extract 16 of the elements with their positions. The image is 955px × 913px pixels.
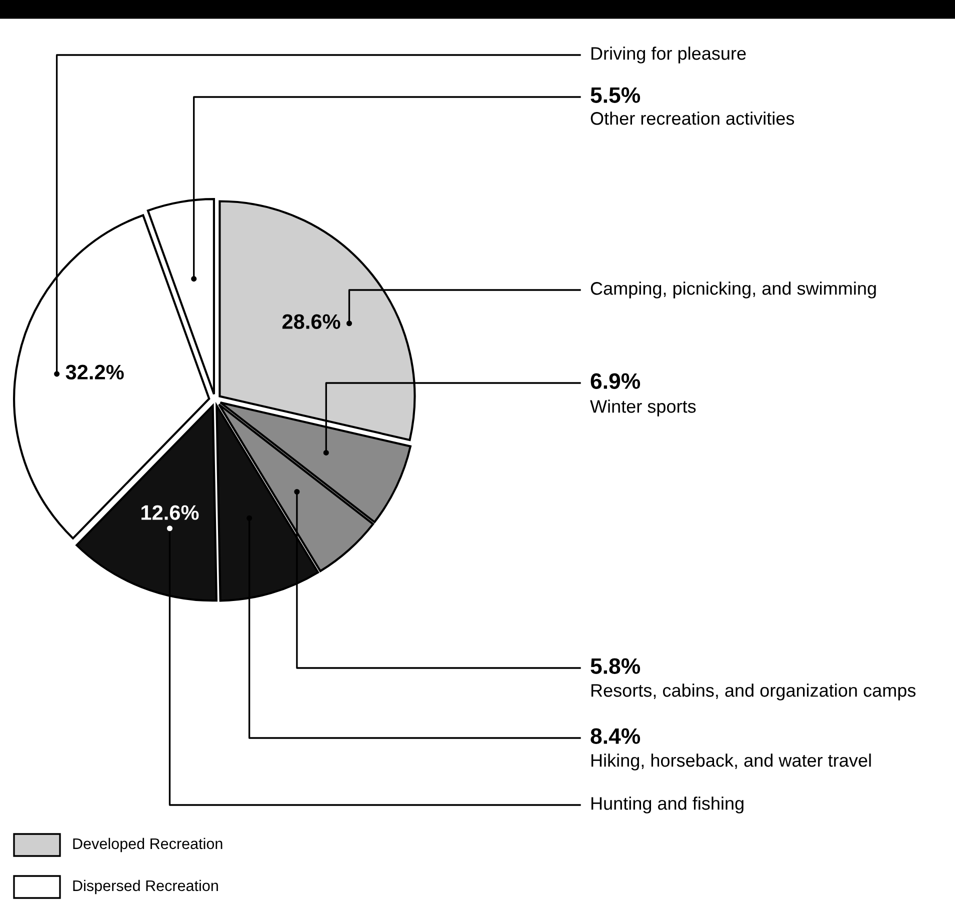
slice-label: Resorts, cabins, and organization camps (591, 684, 916, 700)
slice-label: Other recreation activities (590, 112, 794, 125)
text: Dispersed Recreation (73, 880, 218, 894)
slice-label: Driving for pleasure (591, 46, 746, 64)
data-label: 6.9% (590, 373, 640, 389)
slice-label: Hiking, horseback, and water travel (591, 754, 871, 770)
data-label: 5.5% (590, 87, 640, 103)
data-label: 5.8% (590, 658, 640, 674)
slice-label: Winter sports (590, 400, 696, 416)
data-label: 32.2% (66, 364, 124, 380)
text: Developed Recreation (73, 838, 222, 852)
slice-label: Hunting and fishing (591, 796, 744, 814)
slice-label: Camping, picnicking, and swimming (590, 282, 876, 298)
data-label: 8.4% (590, 728, 640, 744)
data-label: 12.6% (142, 505, 199, 520)
data-label: 28.6% (282, 314, 340, 329)
